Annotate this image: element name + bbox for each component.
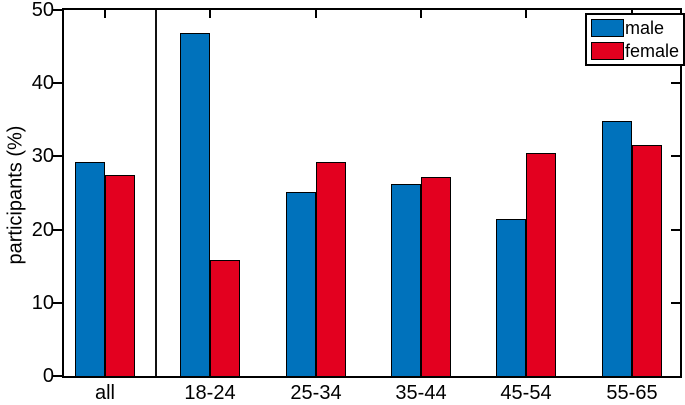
x-tick-label-35-44: 35-44 [395, 382, 447, 404]
x-axis-tick-top [209, 10, 211, 18]
y-axis-tick-right [671, 228, 680, 231]
x-axis-tick-top [104, 10, 106, 18]
y-tick-label: 30 [31, 145, 54, 168]
y-tick-label: 10 [31, 291, 54, 314]
bar-female-all [105, 175, 135, 376]
y-axis-tick-left [52, 9, 62, 11]
x-tick-label-all: all [94, 382, 115, 404]
group-separator-line [155, 10, 157, 376]
y-axis-tick-left [52, 155, 62, 158]
y-axis-tick-right [671, 301, 680, 304]
bar-male-18-24 [180, 33, 210, 376]
bar-male-45-54 [496, 219, 526, 376]
y-tick-label: 50 [31, 0, 54, 21]
y-axis-tick-left [52, 301, 62, 304]
x-axis-tick-top [315, 10, 317, 18]
bar-male-all [75, 162, 105, 376]
x-tick-label-18-24: 18-24 [184, 382, 236, 404]
y-tick-label: 40 [31, 72, 54, 95]
y-axis-tick-right [671, 82, 680, 85]
y-tick-label: 0 [42, 365, 54, 387]
plot-area [52, 8, 682, 378]
x-tick-label-25-34: 25-34 [290, 382, 342, 404]
y-axis-tick-left [52, 82, 62, 85]
y-axis-tick-left [52, 228, 62, 231]
bar-female-55-65 [632, 145, 662, 376]
legend-label-male: male [625, 18, 665, 38]
x-tick-label-45-54: 45-54 [500, 382, 552, 404]
y-axis-tick-right [671, 155, 680, 158]
bar-male-35-44 [391, 184, 421, 376]
x-axis-tick-top [420, 10, 422, 18]
x-axis-tick-top [525, 10, 527, 18]
legend-swatch-male [591, 19, 624, 37]
bar-female-18-24 [210, 260, 240, 376]
legend: male female [585, 13, 685, 66]
legend-item-male: male [591, 18, 679, 38]
legend-swatch-female [591, 42, 624, 60]
bar-male-55-65 [602, 121, 632, 376]
y-axis-tick-left [52, 375, 62, 377]
y-tick-label: 20 [31, 218, 54, 241]
bar-female-35-44 [421, 177, 451, 376]
bar-female-45-54 [526, 153, 556, 376]
legend-label-female: female [625, 41, 680, 61]
bar-male-25-34 [286, 192, 316, 376]
legend-item-female: female [591, 41, 679, 61]
bar-female-25-34 [316, 162, 346, 376]
x-tick-label-55-65: 55-65 [606, 382, 658, 404]
